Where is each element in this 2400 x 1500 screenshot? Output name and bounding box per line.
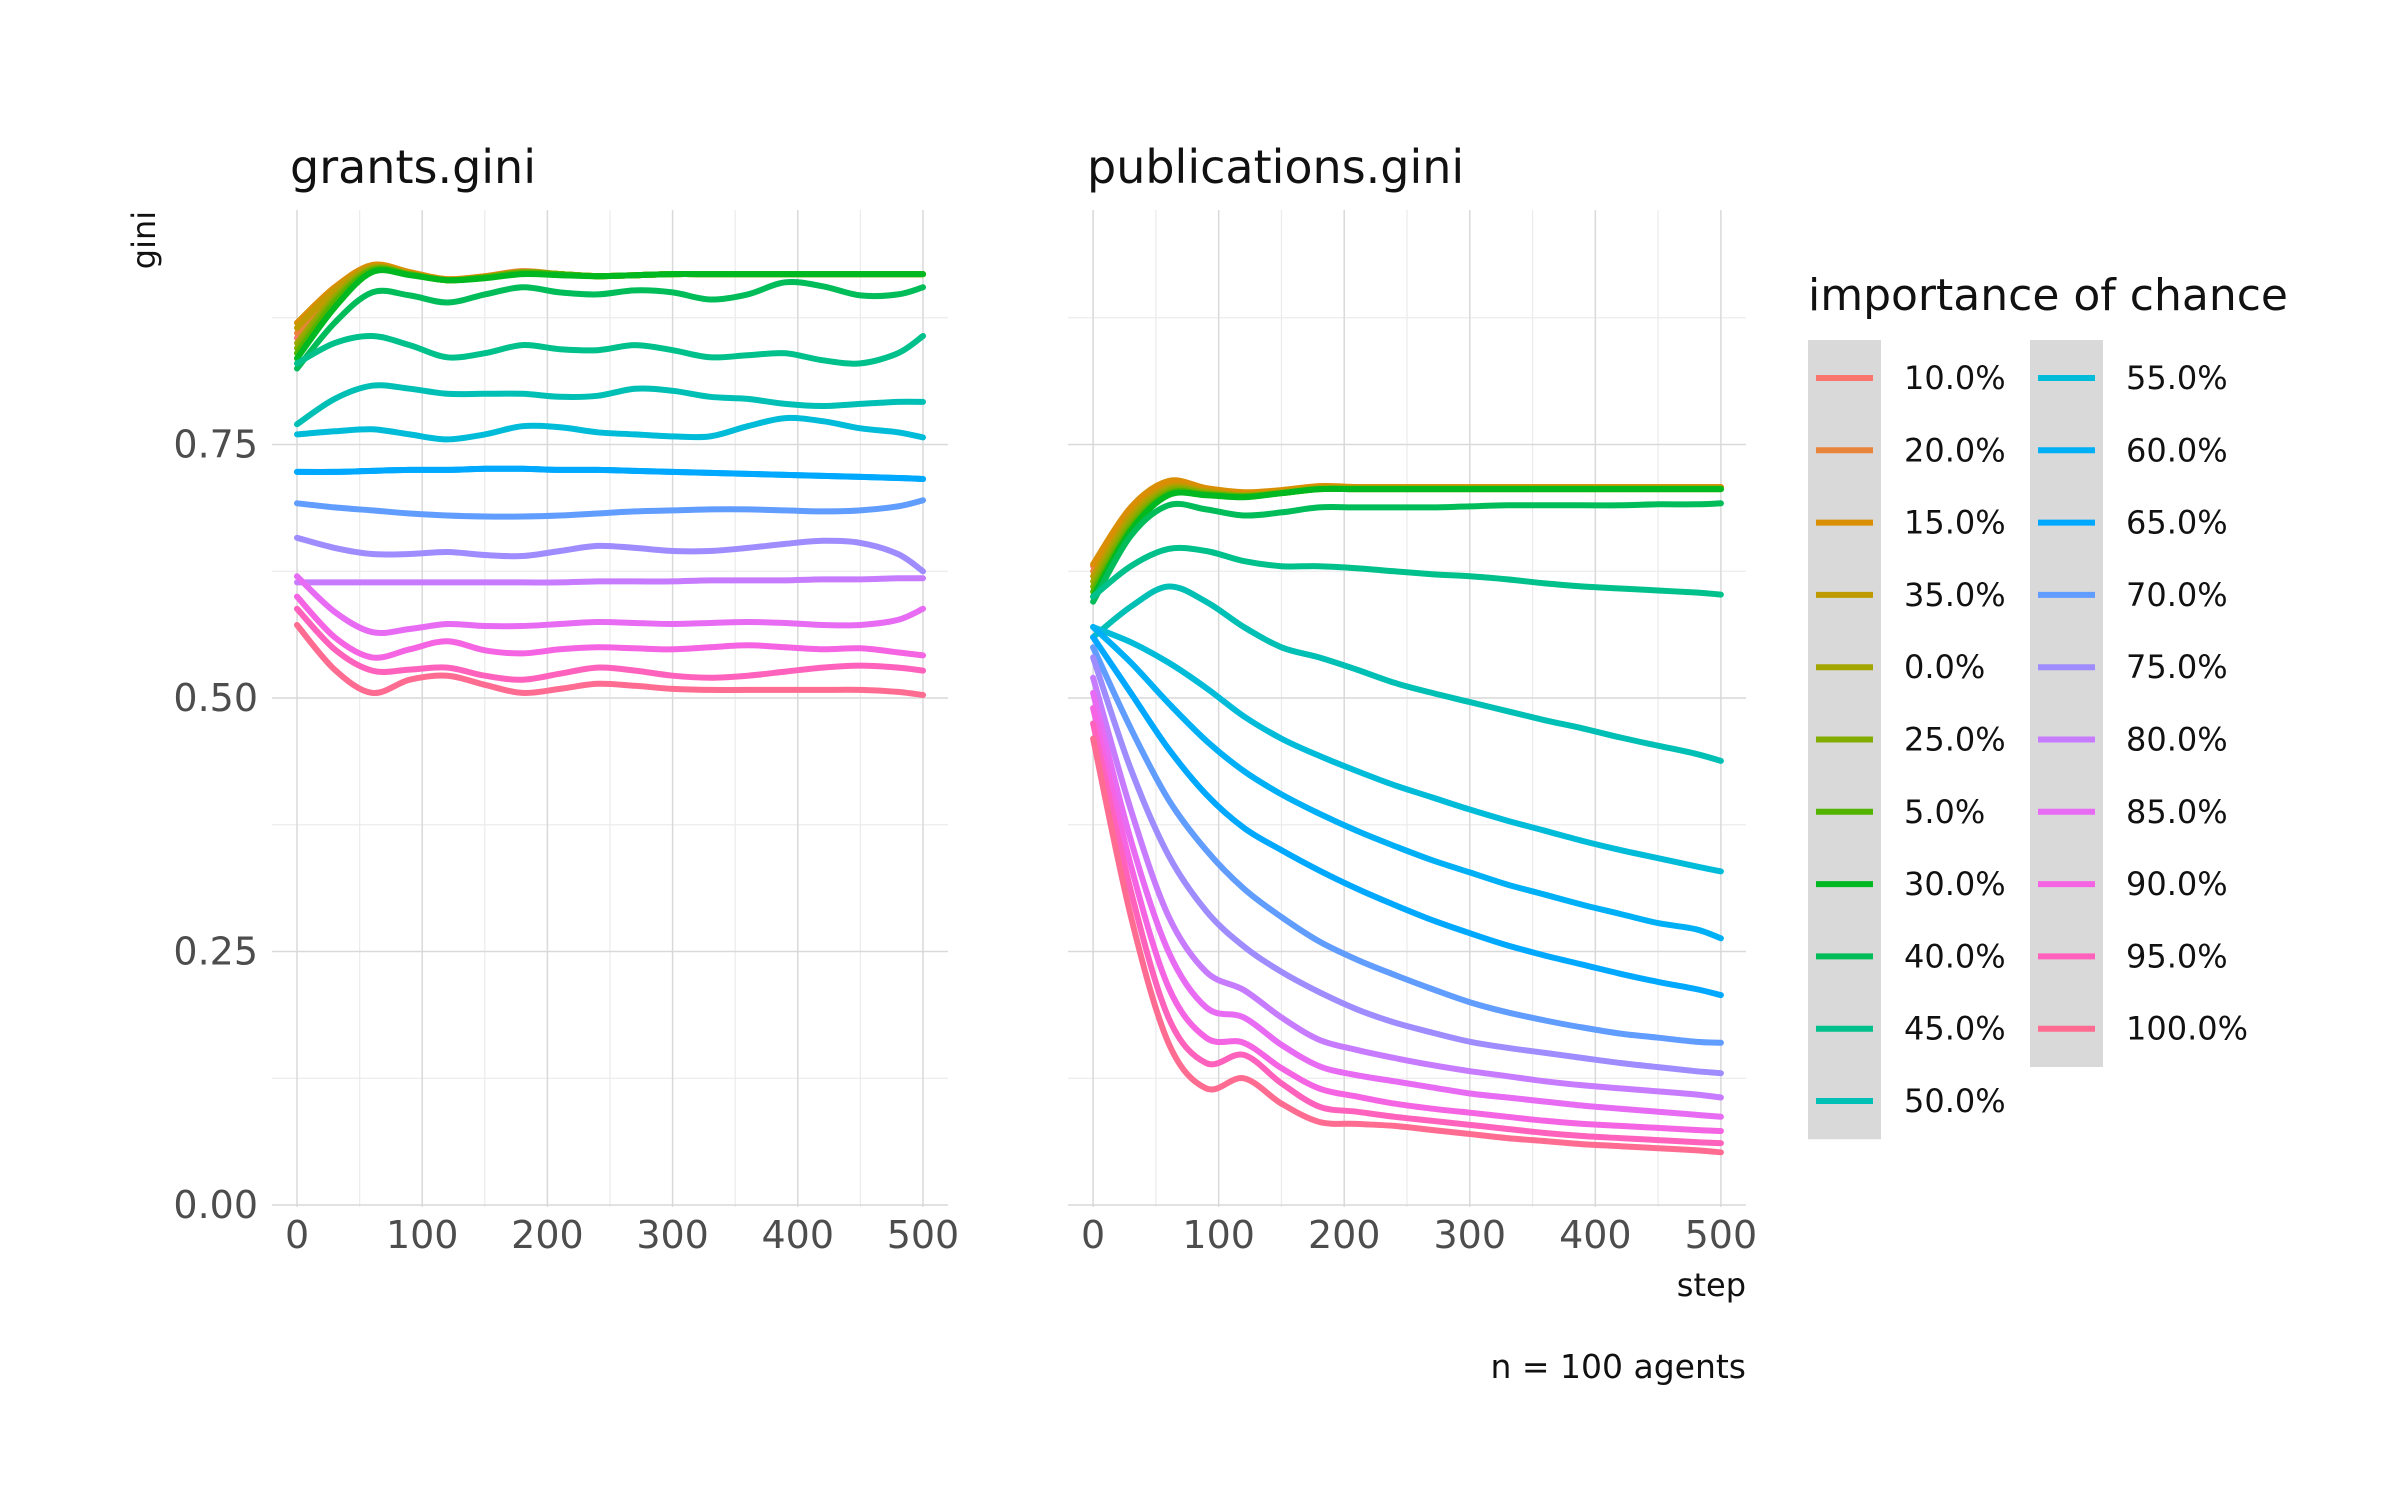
panel-2: publications.gini 0 100 200 300 400 500 xyxy=(1068,140,1757,1257)
legend-label: 65.0% xyxy=(2126,504,2228,542)
legend-label: 40.0% xyxy=(1904,937,2006,975)
x-tick-label: 400 xyxy=(1559,1213,1632,1257)
series-line-50.0% xyxy=(294,382,926,428)
series-line-60.0% xyxy=(1090,624,1724,942)
series-line-90.0% xyxy=(1090,705,1724,1134)
series-line-75.0% xyxy=(1090,654,1724,1077)
chart-caption: n = 100 agents xyxy=(1490,1347,1746,1386)
plot-panels: grants.gini 0 100 200 300 400 500 0.00 0.25 0.50 0… xyxy=(173,140,1757,1257)
y-axis-title: gini xyxy=(125,211,163,269)
series-line-65.0% xyxy=(294,465,926,482)
legend-label: 35.0% xyxy=(1904,576,2006,614)
x-tick-label: 400 xyxy=(762,1213,835,1257)
legend-label: 90.0% xyxy=(2126,865,2228,903)
legend-label: 30.0% xyxy=(1904,865,2006,903)
series-line-55.0% xyxy=(1090,624,1724,875)
series-line-45.0% xyxy=(294,332,926,367)
series-line-30.0% xyxy=(1090,485,1724,600)
series-line-85.0% xyxy=(294,573,926,637)
series-line-40.0% xyxy=(1090,500,1724,605)
x-tick-label: 0 xyxy=(285,1213,309,1257)
legend-label: 10.0% xyxy=(1904,359,2006,397)
series-line-30.0% xyxy=(294,267,926,362)
series-line-75.0% xyxy=(294,534,926,575)
legend-label: 15.0% xyxy=(1904,504,2006,542)
x-tick-label: 500 xyxy=(1685,1213,1758,1257)
y-tick-label: 0.50 xyxy=(173,676,258,720)
series-line-65.0% xyxy=(1090,634,1724,999)
legend-label: 60.0% xyxy=(2126,431,2228,469)
series-line-40.0% xyxy=(294,278,926,372)
legend-label: 75.0% xyxy=(2126,648,2228,686)
legend-label: 50.0% xyxy=(1904,1082,2006,1120)
series-line-90.0% xyxy=(294,593,926,661)
legend-label: 85.0% xyxy=(2126,793,2228,831)
panel-title: publications.gini xyxy=(1087,140,1464,194)
x-axis-title: step xyxy=(1677,1266,1746,1304)
legend-label: 100.0% xyxy=(2126,1010,2248,1048)
series-line-70.0% xyxy=(294,497,926,520)
x-tick-label: 100 xyxy=(386,1213,459,1257)
legend-label: 0.0% xyxy=(1904,648,1985,686)
x-tick-label: 200 xyxy=(1308,1213,1381,1257)
series-line-95.0% xyxy=(294,605,926,683)
series-line-80.0% xyxy=(294,575,926,586)
series-line-45.0% xyxy=(1090,544,1724,600)
panel-1: grants.gini 0 100 200 300 400 500 0.00 0.25 0.50 0… xyxy=(173,140,959,1257)
series-line-95.0% xyxy=(1090,720,1724,1147)
legend-title: importance of chance xyxy=(1808,270,2288,321)
legend-label: 45.0% xyxy=(1904,1010,2006,1048)
x-tick-label: 500 xyxy=(887,1213,960,1257)
x-tick-label: 100 xyxy=(1182,1213,1255,1257)
x-tick-label: 0 xyxy=(1081,1213,1105,1257)
series-line-70.0% xyxy=(1090,644,1724,1046)
legend: importance of chance 10.0% 20.0% 15.0% 35.0%… xyxy=(1808,270,2288,1140)
legend-label: 25.0% xyxy=(1904,721,2006,759)
legend-label: 70.0% xyxy=(2126,576,2228,614)
panel-title: grants.gini xyxy=(290,140,536,194)
series-line-50.0% xyxy=(1090,583,1724,764)
x-tick-label: 300 xyxy=(1434,1213,1507,1257)
y-tick-label: 0.75 xyxy=(173,423,258,467)
series-line-100.0% xyxy=(1090,735,1724,1156)
series-line-85.0% xyxy=(1090,689,1724,1120)
x-tick-label: 200 xyxy=(511,1213,584,1257)
series-line-80.0% xyxy=(1090,674,1724,1101)
legend-label: 80.0% xyxy=(2126,721,2228,759)
x-tick-label: 300 xyxy=(636,1213,709,1257)
legend-key-background xyxy=(2030,340,2103,1067)
series-line-55.0% xyxy=(294,414,926,443)
series-line-100.0% xyxy=(294,622,926,698)
legend-label: 20.0% xyxy=(1904,431,2006,469)
y-tick-label: 0.00 xyxy=(173,1183,258,1227)
legend-label: 5.0% xyxy=(1904,793,1985,831)
legend-label: 95.0% xyxy=(2126,937,2228,975)
legend-label: 55.0% xyxy=(2126,359,2228,397)
y-tick-label: 0.25 xyxy=(173,930,258,974)
